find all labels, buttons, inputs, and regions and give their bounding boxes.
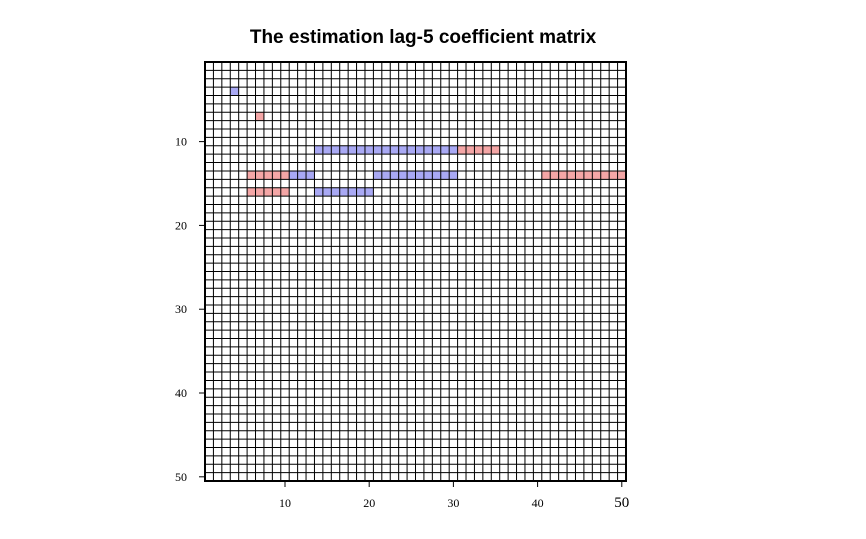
- heatmap-cell: [364, 187, 374, 197]
- heatmap-cell: [398, 170, 408, 180]
- heatmap-cell: [289, 170, 298, 180]
- heatmap-cell: [373, 145, 382, 155]
- heatmap-cell: [415, 145, 424, 155]
- heatmap-cell: [373, 170, 382, 180]
- heatmap-cell: [457, 145, 467, 155]
- y-axis: 10 20 30 40 50: [175, 135, 205, 484]
- heatmap-cell: [356, 187, 365, 197]
- x-tick-label: 10: [279, 496, 291, 510]
- heatmap-cell: [567, 170, 576, 180]
- heatmap-cell: [491, 145, 500, 155]
- heatmap-cell: [466, 145, 475, 155]
- heatmap-cell: [600, 170, 610, 180]
- heatmap-cell: [339, 187, 349, 197]
- x-axis: 10 20 30 40 50: [279, 481, 629, 511]
- heatmap-cell: [583, 170, 593, 180]
- heatmap-cell: [390, 170, 399, 180]
- heatmap-cell: [348, 145, 357, 155]
- heatmap-cell: [255, 187, 264, 197]
- y-tick-label: 20: [175, 218, 187, 232]
- heatmap-cell: [331, 187, 340, 197]
- heatmap-cell: [339, 145, 349, 155]
- heatmap-cell: [592, 170, 601, 180]
- y-tick-label: 40: [175, 386, 187, 400]
- heatmap-cell: [617, 170, 626, 180]
- heatmap-cell: [306, 170, 315, 180]
- heatmap-cell: [407, 145, 416, 155]
- heatmap-cell: [474, 145, 483, 155]
- heatmap-cell: [280, 170, 290, 180]
- heatmap-cell: [550, 170, 559, 180]
- heatmap-cell: [364, 145, 374, 155]
- heatmap-cell: [272, 170, 281, 180]
- x-tick-label: 30: [447, 496, 459, 510]
- heatmap-cell: [449, 170, 458, 180]
- heatmap-cell: [314, 187, 323, 197]
- heatmap-cell: [230, 87, 239, 96]
- heatmap-cell: [314, 145, 323, 155]
- heatmap-cell: [280, 187, 290, 197]
- heatmap-cell: [263, 170, 273, 180]
- heatmap-cell: [432, 170, 441, 180]
- heatmap-cell: [407, 170, 416, 180]
- heatmap-cell: [423, 145, 433, 155]
- heatmap-cell: [322, 187, 332, 197]
- heatmap-cell: [432, 145, 441, 155]
- chart-title: The estimation lag-5 coefficient matrix: [250, 27, 597, 48]
- heatmap-cell: [381, 145, 391, 155]
- heatmap-cell: [297, 170, 307, 180]
- heatmap-cell: [331, 145, 340, 155]
- heatmap-cell: [440, 145, 450, 155]
- heatmap-cell: [348, 187, 357, 197]
- heatmap-cell: [356, 145, 365, 155]
- heatmap-cell: [423, 170, 433, 180]
- heatmap-cell: [415, 170, 424, 180]
- cell-layer: [230, 87, 626, 197]
- heatmap-cell: [449, 145, 458, 155]
- x-tick-label: 20: [363, 496, 375, 510]
- heatmap-cell: [482, 145, 492, 155]
- heatmap-cell: [398, 145, 408, 155]
- x-tick-label: 40: [532, 496, 544, 510]
- heatmap-cell: [440, 170, 450, 180]
- heatmap-cell: [263, 187, 273, 197]
- heatmap-cell: [322, 145, 332, 155]
- plot-border: [204, 61, 627, 482]
- heatmap-cell: [609, 170, 618, 180]
- heatmap-cell: [255, 112, 264, 121]
- y-tick-label: 30: [175, 302, 187, 316]
- grid-layer: [204, 61, 627, 482]
- heatmap-cell: [381, 170, 391, 180]
- heatmap-cell: [390, 145, 399, 155]
- heatmap-cell: [247, 187, 256, 197]
- heatmap-cell: [541, 170, 551, 180]
- heatmap-cell: [558, 170, 568, 180]
- y-tick-label: 50: [175, 470, 187, 484]
- heatmap-cell: [575, 170, 584, 180]
- heatmap-cell: [247, 170, 256, 180]
- heatmap-cell: [272, 187, 281, 197]
- x-tick-label: 50: [614, 495, 629, 511]
- y-tick-label: 10: [175, 135, 187, 149]
- heatmap-cell: [255, 170, 264, 180]
